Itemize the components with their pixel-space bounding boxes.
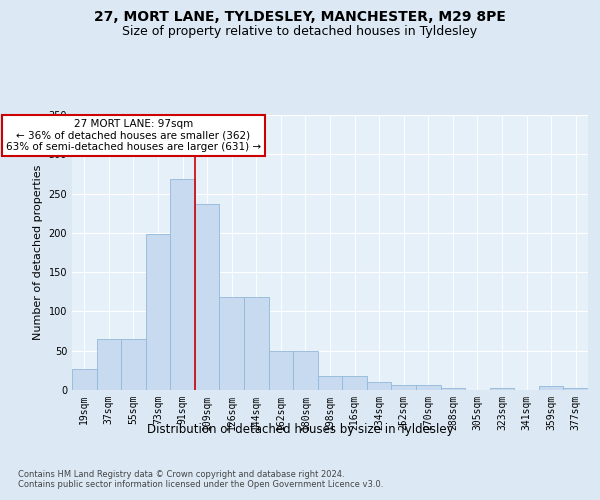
Bar: [244, 298, 269, 390]
Bar: [440, 388, 465, 390]
Bar: [391, 384, 416, 390]
Bar: [490, 388, 514, 390]
Bar: [563, 388, 588, 390]
Text: 27 MORT LANE: 97sqm
← 36% of detached houses are smaller (362)
63% of semi-detac: 27 MORT LANE: 97sqm ← 36% of detached ho…: [6, 119, 261, 152]
Text: Distribution of detached houses by size in Tyldesley: Distribution of detached houses by size …: [146, 422, 454, 436]
Text: Contains HM Land Registry data © Crown copyright and database right 2024.
Contai: Contains HM Land Registry data © Crown c…: [18, 470, 383, 490]
Bar: [97, 339, 121, 390]
Bar: [195, 204, 220, 390]
Bar: [121, 339, 146, 390]
Bar: [539, 386, 563, 390]
Bar: [269, 350, 293, 390]
Bar: [342, 376, 367, 390]
Text: 27, MORT LANE, TYLDESLEY, MANCHESTER, M29 8PE: 27, MORT LANE, TYLDESLEY, MANCHESTER, M2…: [94, 10, 506, 24]
Bar: [72, 369, 97, 390]
Bar: [146, 234, 170, 390]
Bar: [170, 180, 195, 390]
Text: Size of property relative to detached houses in Tyldesley: Size of property relative to detached ho…: [122, 25, 478, 38]
Bar: [220, 298, 244, 390]
Y-axis label: Number of detached properties: Number of detached properties: [33, 165, 43, 340]
Bar: [367, 382, 391, 390]
Bar: [293, 350, 318, 390]
Bar: [416, 384, 440, 390]
Bar: [318, 376, 342, 390]
